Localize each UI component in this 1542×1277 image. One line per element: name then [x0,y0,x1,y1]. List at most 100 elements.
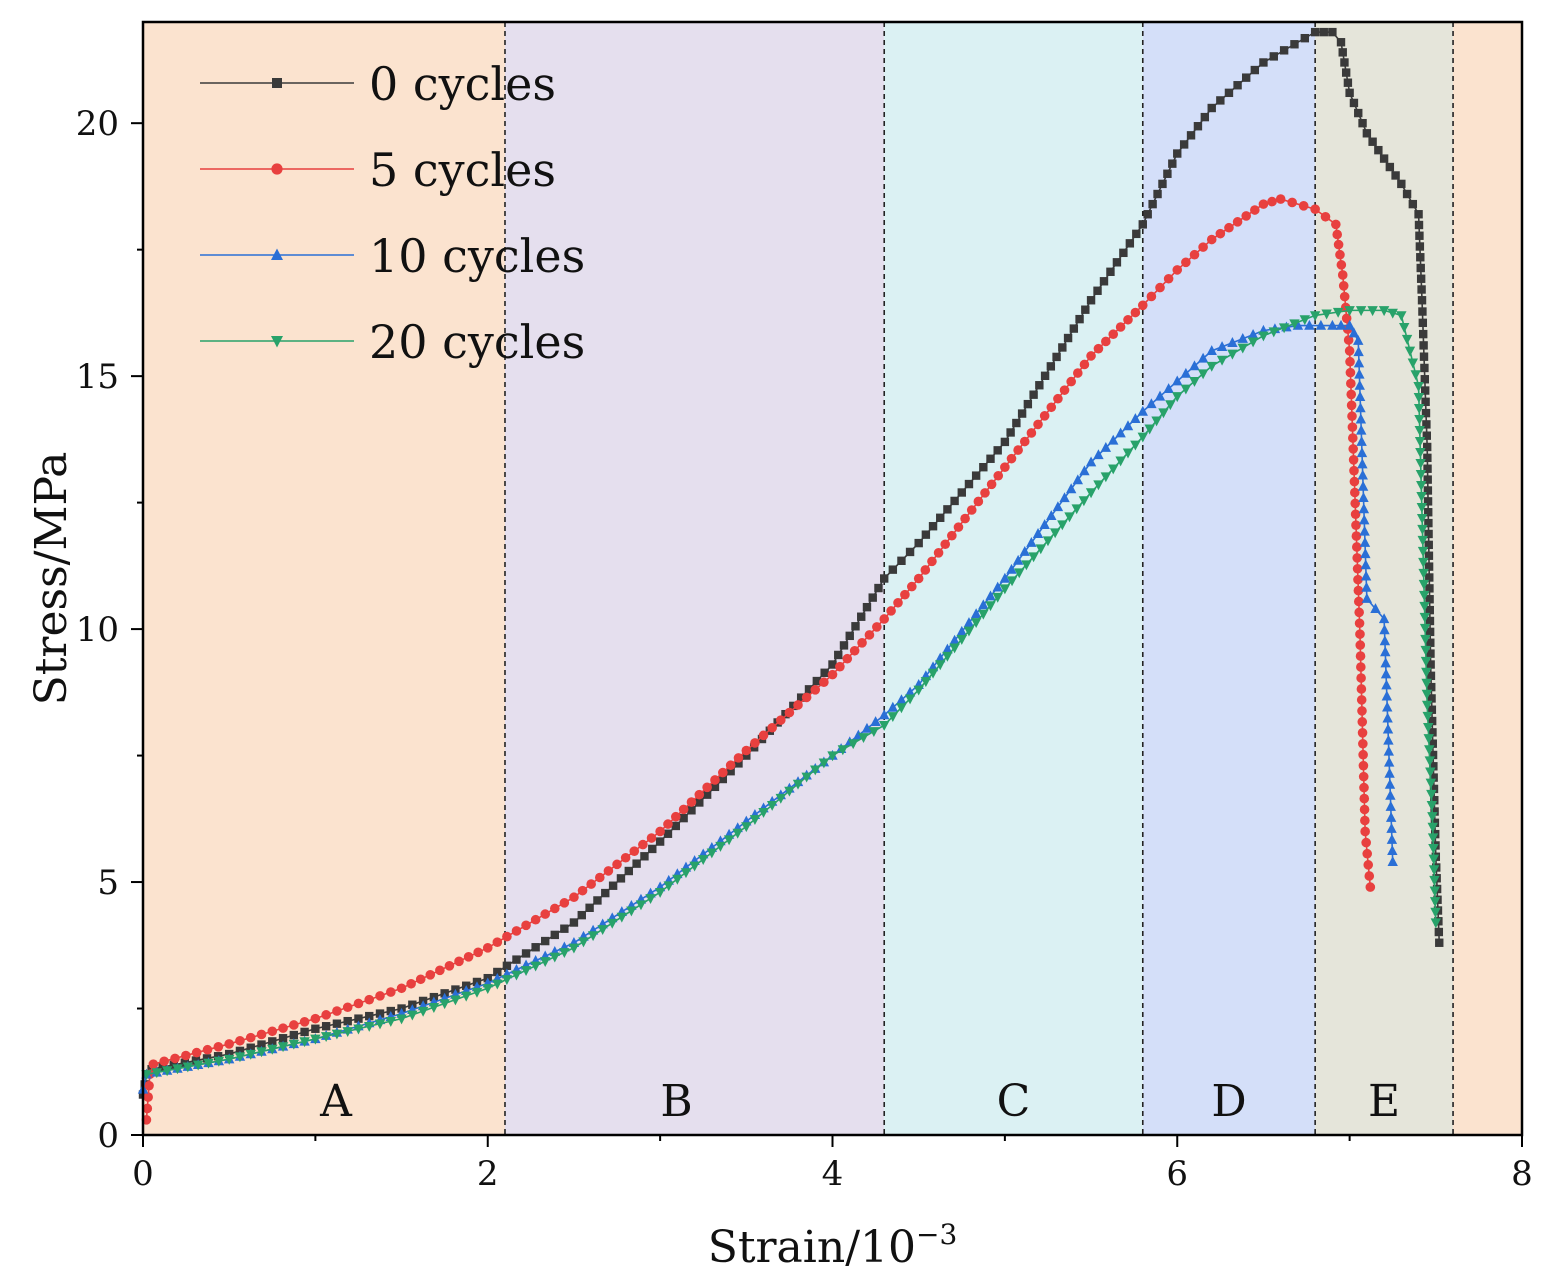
data-point [1425,595,1434,604]
data-point [1075,314,1084,324]
data-point [482,943,493,953]
data-point [1019,436,1030,447]
data-point [1362,848,1373,859]
data-point [415,974,426,985]
data-point [1146,291,1157,302]
data-point [1427,705,1437,714]
data-point [1137,432,1148,443]
data-point [1028,552,1039,563]
data-point [385,987,396,997]
data-point [1429,897,1441,907]
data-point [1351,542,1362,552]
data-point [726,767,735,776]
data-point [428,1003,440,1013]
data-point [1227,337,1238,347]
data-point [1361,593,1373,603]
legend-item-20-cycles: 20 cycles [200,315,585,369]
data-point [1353,335,1364,345]
data-point [718,774,728,784]
data-point [1336,260,1347,270]
data-point [1108,329,1119,340]
data-point [1310,204,1320,214]
data-point [1428,854,1439,865]
data-point [1227,349,1238,360]
data-point [1355,402,1366,413]
data-point [1356,435,1367,446]
data-point [949,634,960,645]
data-point [1359,782,1369,793]
data-point [1387,845,1398,855]
data-point [530,961,541,972]
data-point [1355,306,1367,317]
data-point [879,709,890,720]
data-point [1335,319,1347,330]
data-point [1081,305,1090,314]
data-series [137,27,1444,1125]
data-point [1006,576,1018,587]
data-point [1344,319,1355,330]
data-point [593,896,602,905]
x-tick-label: 4 [822,1154,844,1194]
data-point [1428,865,1440,876]
data-point [1278,323,1290,334]
data-point [213,1052,223,1061]
data-point [1358,760,1369,771]
data-point [1144,424,1155,435]
data-point [913,685,924,696]
data-point [1427,694,1436,703]
data-point [935,652,946,663]
legend-item-10-cycles: 10 cycles [200,229,585,283]
data-point [1066,376,1076,387]
data-point [1332,307,1344,318]
data-point [396,983,407,994]
data-point [1093,343,1104,354]
data-point [1125,239,1135,248]
data-point [1267,196,1277,207]
data-point [1383,745,1395,756]
data-point [963,626,975,637]
data-point [986,454,995,463]
data-point [935,660,946,671]
data-point [1421,678,1432,689]
data-point [444,961,455,971]
data-point [1425,778,1437,789]
data-point [648,844,657,854]
data-point [1424,562,1434,571]
data-point [1093,286,1102,295]
data-point [1029,390,1038,399]
data-point [1216,355,1228,366]
data-point [223,1054,235,1065]
data-point [1344,306,1355,317]
data-point [947,530,957,541]
data-point [874,583,883,593]
data-point [943,505,952,514]
data-point [364,1022,375,1032]
data-point [680,868,692,879]
data-point [933,548,944,558]
data-point [1404,346,1416,357]
data-point [608,881,618,890]
data-point [1163,383,1174,393]
data-point [1402,189,1412,199]
data-point [687,806,696,815]
data-point [1428,728,1437,737]
data-point [1420,634,1431,645]
data-point [1423,464,1432,473]
data-point [1355,640,1366,650]
data-point [1417,535,1428,546]
data-point [1309,311,1321,322]
data-point [365,1011,374,1021]
y-tick-label: 20 [76,104,119,144]
data-point [1108,464,1119,475]
data-point [1421,700,1433,711]
data-point [245,1049,256,1060]
data-point [1336,38,1346,47]
data-point [970,618,982,629]
data-point [710,782,720,792]
data-point [1000,462,1010,473]
data-point [559,948,570,959]
data-point [1351,531,1362,541]
series-10-cycles [137,319,1398,1094]
data-point [1383,734,1394,745]
data-point [861,722,873,733]
